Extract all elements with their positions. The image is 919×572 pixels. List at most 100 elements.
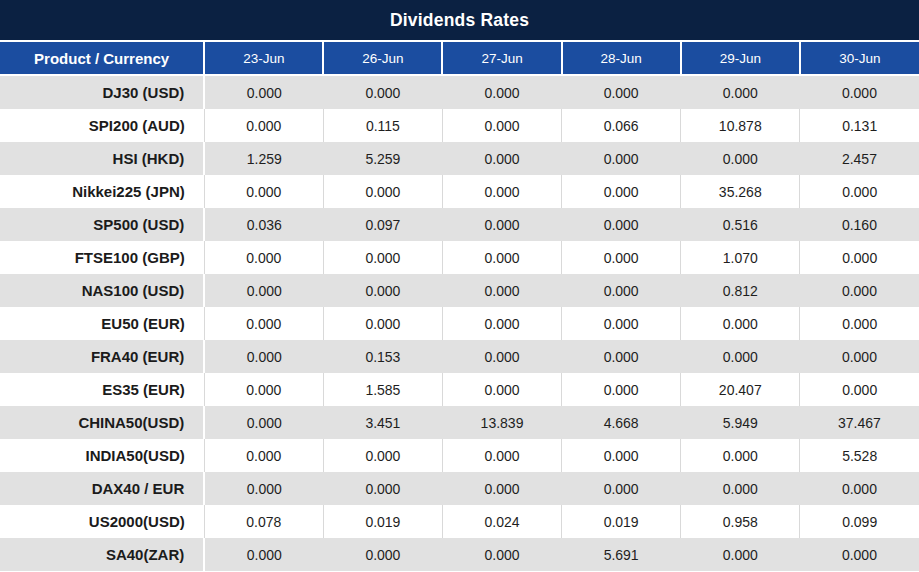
value-cell: 37.467 [800, 406, 919, 439]
value-cell: 0.000 [323, 472, 442, 505]
value-cell: 0.000 [204, 406, 323, 439]
value-cell: 1.259 [204, 142, 323, 175]
value-cell: 0.000 [204, 373, 323, 406]
value-cell: 0.000 [800, 274, 919, 307]
table-row: CHINA50(USD)0.0003.45113.8394.6685.94937… [0, 406, 919, 439]
value-cell: 0.000 [562, 241, 681, 274]
value-cell: 0.019 [323, 505, 442, 538]
title-bar: Dividends Rates [0, 0, 919, 42]
value-cell: 5.949 [681, 406, 800, 439]
value-cell: 0.000 [323, 274, 442, 307]
value-cell: 0.000 [323, 241, 442, 274]
value-cell: 0.000 [204, 109, 323, 142]
table-row: EU50 (EUR)0.0000.0000.0000.0000.0000.000 [0, 307, 919, 340]
product-cell: INDIA50(USD) [0, 439, 204, 472]
product-cell: DAX40 / EUR [0, 472, 204, 505]
value-cell: 0.000 [800, 373, 919, 406]
value-cell: 0.000 [800, 175, 919, 208]
product-cell: DJ30 (USD) [0, 75, 204, 109]
date-header: 26-Jun [323, 42, 442, 75]
value-cell: 0.160 [800, 208, 919, 241]
value-cell: 0.000 [800, 538, 919, 571]
value-cell: 1.585 [323, 373, 442, 406]
table-row: DAX40 / EUR0.0000.0000.0000.0000.0000.00… [0, 472, 919, 505]
product-cell: SPI200 (AUD) [0, 109, 204, 142]
value-cell: 13.839 [442, 406, 561, 439]
value-cell: 0.000 [562, 439, 681, 472]
value-cell: 0.000 [562, 340, 681, 373]
value-cell: 0.000 [800, 340, 919, 373]
value-cell: 0.131 [800, 109, 919, 142]
value-cell: 0.000 [442, 439, 561, 472]
value-cell: 0.958 [681, 505, 800, 538]
value-cell: 0.000 [562, 274, 681, 307]
value-cell: 0.000 [442, 142, 561, 175]
value-cell: 0.000 [204, 274, 323, 307]
dividends-table: Product / Currency 23-Jun26-Jun27-Jun28-… [0, 42, 919, 571]
value-cell: 0.000 [204, 439, 323, 472]
value-cell: 0.000 [681, 307, 800, 340]
value-cell: 5.691 [562, 538, 681, 571]
value-cell: 0.000 [442, 75, 561, 109]
date-header: 30-Jun [800, 42, 919, 75]
value-cell: 0.000 [204, 175, 323, 208]
table-row: HSI (HKD)1.2595.2590.0000.0000.0002.457 [0, 142, 919, 175]
product-cell: CHINA50(USD) [0, 406, 204, 439]
value-cell: 2.457 [800, 142, 919, 175]
value-cell: 0.000 [562, 142, 681, 175]
value-cell: 0.000 [562, 208, 681, 241]
date-header: 23-Jun [204, 42, 323, 75]
value-cell: 0.000 [681, 538, 800, 571]
date-header: 28-Jun [562, 42, 681, 75]
value-cell: 4.668 [562, 406, 681, 439]
value-cell: 0.000 [681, 75, 800, 109]
table-row: SA40(ZAR)0.0000.0000.0005.6910.0000.000 [0, 538, 919, 571]
table-row: SPI200 (AUD)0.0000.1150.0000.06610.8780.… [0, 109, 919, 142]
value-cell: 0.000 [800, 241, 919, 274]
product-cell: SP500 (USD) [0, 208, 204, 241]
value-cell: 0.000 [442, 538, 561, 571]
value-cell: 5.259 [323, 142, 442, 175]
value-cell: 0.000 [442, 307, 561, 340]
dividends-rates-widget: Dividends Rates Product / Currency 23-Ju… [0, 0, 919, 572]
value-cell: 0.000 [204, 538, 323, 571]
table-row: SP500 (USD)0.0360.0970.0000.0000.5160.16… [0, 208, 919, 241]
product-cell: NAS100 (USD) [0, 274, 204, 307]
value-cell: 0.115 [323, 109, 442, 142]
value-cell: 0.036 [204, 208, 323, 241]
value-cell: 0.000 [681, 340, 800, 373]
value-cell: 0.000 [800, 472, 919, 505]
value-cell: 0.000 [562, 373, 681, 406]
table-row: FTSE100 (GBP)0.0000.0000.0000.0001.0700.… [0, 241, 919, 274]
value-cell: 0.000 [204, 340, 323, 373]
value-cell: 0.000 [681, 439, 800, 472]
value-cell: 0.000 [800, 307, 919, 340]
value-cell: 0.097 [323, 208, 442, 241]
value-cell: 0.066 [562, 109, 681, 142]
value-cell: 0.024 [442, 505, 561, 538]
value-cell: 0.000 [323, 75, 442, 109]
value-cell: 0.000 [562, 472, 681, 505]
product-cell: US2000(USD) [0, 505, 204, 538]
value-cell: 0.516 [681, 208, 800, 241]
value-cell: 0.000 [204, 241, 323, 274]
value-cell: 0.000 [204, 472, 323, 505]
table-row: FRA40 (EUR)0.0000.1530.0000.0000.0000.00… [0, 340, 919, 373]
value-cell: 0.000 [204, 307, 323, 340]
value-cell: 0.000 [323, 439, 442, 472]
value-cell: 0.000 [442, 109, 561, 142]
table-row: ES35 (EUR)0.0001.5850.0000.00020.4070.00… [0, 373, 919, 406]
value-cell: 35.268 [681, 175, 800, 208]
value-cell: 0.019 [562, 505, 681, 538]
value-cell: 0.000 [204, 75, 323, 109]
value-cell: 0.099 [800, 505, 919, 538]
product-cell: HSI (HKD) [0, 142, 204, 175]
value-cell: 0.000 [323, 307, 442, 340]
value-cell: 0.000 [323, 538, 442, 571]
table-row: US2000(USD)0.0780.0190.0240.0190.9580.09… [0, 505, 919, 538]
value-cell: 1.070 [681, 241, 800, 274]
value-cell: 0.000 [442, 340, 561, 373]
value-cell: 0.000 [681, 472, 800, 505]
page-title: Dividends Rates [390, 10, 529, 31]
value-cell: 0.000 [562, 307, 681, 340]
